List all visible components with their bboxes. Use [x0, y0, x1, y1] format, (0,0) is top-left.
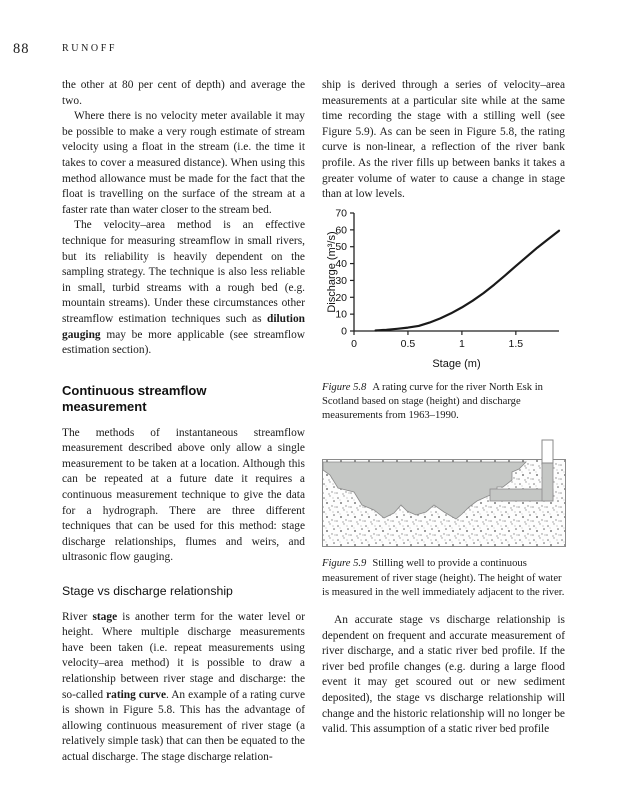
figure-5-8-label: Figure 5.8	[322, 381, 367, 393]
stilling-well-water-column	[541, 462, 554, 502]
figure-5-9-caption-text: Stilling well to provide a continuous me…	[322, 558, 565, 598]
x-axis-title: Stage (m)	[432, 358, 480, 370]
paragraph: The methods of instantaneous streamflow …	[62, 426, 305, 564]
x-tick-label: 1.5	[509, 338, 524, 350]
y-tick-label: 0	[341, 325, 347, 337]
x-tick-label: 0	[351, 338, 357, 350]
left-column: the other at 80 per cent of depth) and a…	[62, 78, 305, 766]
right-column: ship is derived through a series of velo…	[322, 78, 566, 738]
y-tick-label: 40	[335, 258, 347, 270]
x-tick-label: 0.5	[401, 338, 416, 350]
y-tick-label: 10	[335, 308, 347, 320]
rating-curve-line	[374, 229, 561, 332]
figure-5-9-caption: Figure 5.9 Stilling well to provide a con…	[322, 557, 565, 600]
y-tick-label: 20	[335, 292, 347, 304]
stilling-well-tube	[541, 439, 554, 464]
figure-5-9-label: Figure 5.9	[322, 558, 367, 570]
right-column-top-text: ship is derived through a series of velo…	[322, 78, 565, 203]
x-tick-label: 1	[459, 338, 465, 350]
y-tick-label: 60	[335, 224, 347, 236]
paragraph: An accurate stage vs discharge relations…	[322, 613, 565, 736]
y-tick-label: 30	[335, 275, 347, 287]
page-number: 88	[13, 41, 30, 57]
paragraph: Where there is no velocity meter availab…	[62, 110, 305, 216]
figure-5-8-caption-text: A rating curve for the river North Esk i…	[322, 381, 543, 422]
y-tick-label: 50	[335, 241, 347, 253]
rating-curve-chart: 0 0.5 1 1.5 0 10 20 30 40 50 60 70 Stage (m) Discharg…	[326, 207, 561, 370]
y-tick-label: 70	[335, 207, 347, 219]
stilling-well-figure	[322, 439, 566, 548]
section-heading: Continuous streamflow measurement	[62, 382, 207, 415]
subsection-heading: Stage vs discharge relationship	[62, 584, 233, 599]
right-column-bottom-text: An accurate stage vs discharge relations…	[322, 613, 565, 738]
running-head: RUNOFF	[62, 43, 118, 54]
paragraph: the other at 80 per cent of depth) and a…	[62, 79, 305, 107]
figure-5-8-caption: Figure 5.8 A rating curve for the river N…	[322, 381, 565, 424]
page-header: 88 RUNOFF	[13, 40, 313, 60]
paragraph: ship is derived through a series of velo…	[322, 79, 565, 201]
paragraph: The velocity–area method is an effective…	[62, 219, 305, 357]
paragraph: River stage is another term for the wate…	[62, 610, 305, 763]
river-water	[322, 461, 527, 520]
y-axis-title: Discharge (m³/s)	[326, 231, 338, 312]
